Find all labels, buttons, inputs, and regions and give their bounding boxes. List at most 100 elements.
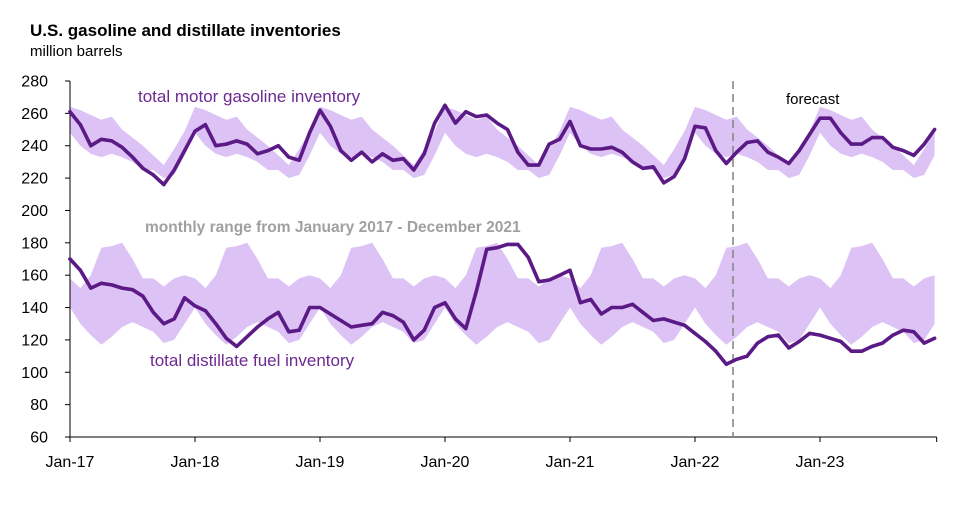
- distillate-data-point: [391, 314, 395, 318]
- distillate-data-point: [849, 349, 853, 353]
- distillate-data-point: [860, 349, 864, 353]
- gasoline-data-point: [266, 149, 270, 153]
- distillate-data-point: [922, 341, 926, 345]
- distillate-data-point: [516, 242, 520, 246]
- gasoline-data-point: [433, 121, 437, 125]
- y-tick-label: 160: [21, 268, 48, 285]
- distillate-data-point: [110, 283, 114, 287]
- distillate-data-point: [422, 328, 426, 332]
- distillate-data-point: [339, 318, 343, 323]
- y-tick-label: 120: [21, 332, 48, 349]
- series-line-gasoline: [68, 103, 937, 187]
- gasoline-data-point: [662, 181, 666, 185]
- distillate-data-point: [401, 320, 405, 324]
- distillate-data-point: [78, 268, 82, 272]
- distillate-data-point: [130, 288, 135, 292]
- distillate-data-point: [370, 322, 374, 326]
- gasoline-data-point: [193, 129, 197, 133]
- distillate-data-point: [818, 333, 822, 337]
- gasoline-data-point: [880, 136, 885, 140]
- gasoline-data-point: [120, 145, 124, 149]
- gasoline-data-point: [380, 152, 385, 156]
- gasoline-data-point: [735, 150, 739, 154]
- distillate-data-point: [474, 289, 478, 293]
- gasoline-data-point: [401, 157, 405, 161]
- distillate-data-point: [214, 322, 218, 326]
- gasoline-data-point: [505, 127, 510, 132]
- distillate-data-point: [620, 305, 624, 310]
- distillate-data-point: [724, 362, 728, 366]
- gasoline-data-point: [818, 116, 822, 120]
- gasoline-data-point: [589, 147, 593, 151]
- distillate-range-band: [70, 242, 935, 345]
- distillate-data-point: [308, 305, 312, 310]
- gasoline-data-point: [724, 161, 728, 166]
- gasoline-data-point: [151, 173, 155, 177]
- distillate-data-point: [120, 286, 124, 290]
- gasoline-data-point: [68, 110, 72, 114]
- gasoline-data-point: [766, 150, 770, 154]
- x-tick-label: Jan-23: [796, 454, 845, 471]
- y-tick-label: 220: [21, 171, 48, 188]
- gasoline-data-point: [110, 139, 114, 143]
- gasoline-data-point: [745, 140, 749, 145]
- distillate-data-point: [89, 286, 93, 290]
- gasoline-data-point: [526, 163, 530, 167]
- distillate-data-point: [703, 339, 708, 344]
- distillate-data-point: [443, 301, 447, 305]
- range-bands: [70, 106, 935, 345]
- distillate-data-point: [568, 268, 572, 272]
- gasoline-data-point: [255, 152, 260, 156]
- gasoline-data-point: [318, 108, 322, 112]
- gasoline-data-point: [214, 144, 218, 148]
- x-tick-label: Jan-22: [671, 454, 720, 471]
- distillate-data-point: [537, 280, 541, 284]
- distillate-data-point: [797, 339, 801, 344]
- gasoline-data-point: [714, 149, 718, 153]
- range-label: monthly range from January 2017 - Decemb…: [145, 219, 521, 236]
- gasoline-data-point: [287, 155, 291, 159]
- gasoline-data-point: [683, 157, 687, 161]
- gasoline-data-point: [99, 137, 103, 141]
- gasoline-data-point: [172, 168, 176, 172]
- distillate-data-point: [662, 317, 666, 321]
- x-tick-label: Jan-20: [421, 454, 470, 471]
- gasoline-data-point: [630, 160, 635, 164]
- gasoline-data-point: [203, 123, 207, 127]
- gasoline-data-point: [308, 131, 312, 135]
- x-tick-label: Jan-21: [546, 454, 595, 471]
- y-tick-label: 80: [30, 397, 48, 414]
- distillate-data-point: [287, 330, 291, 334]
- y-tick-label: 100: [21, 365, 48, 382]
- gasoline-data-point: [443, 103, 447, 107]
- gasoline-data-point: [78, 123, 82, 127]
- gasoline-data-point: [776, 155, 780, 159]
- gasoline-data-point: [349, 158, 353, 162]
- distillate-data-point: [578, 301, 583, 305]
- distillate-data-point: [776, 333, 780, 337]
- gasoline-data-point: [370, 160, 374, 164]
- distillate-data-point: [193, 304, 197, 308]
- x-tick-label: Jan-18: [171, 454, 220, 471]
- distillate-data-point: [693, 331, 697, 335]
- distillate-data-point: [255, 325, 260, 329]
- gasoline-data-point: [891, 145, 895, 149]
- series-lines: [68, 103, 937, 367]
- gasoline-data-point: [922, 142, 926, 146]
- distillate-data-point: [495, 246, 499, 250]
- distillate-data-point: [558, 273, 562, 277]
- chart-title: U.S. gasoline and distillate inventories: [30, 21, 341, 40]
- y-tick-label: 260: [21, 106, 48, 123]
- gasoline-data-point: [933, 127, 937, 132]
- gasoline-data-point: [641, 166, 645, 170]
- distillate-data-point: [547, 278, 551, 282]
- gasoline-data-point: [297, 158, 301, 162]
- distillate-data-point: [99, 281, 103, 285]
- distillate-data-point: [683, 323, 687, 327]
- gasoline-data-point: [787, 161, 791, 166]
- distillate-data-point: [912, 330, 916, 334]
- distillate-data-point: [266, 317, 270, 321]
- x-tick-label: Jan-17: [46, 454, 95, 471]
